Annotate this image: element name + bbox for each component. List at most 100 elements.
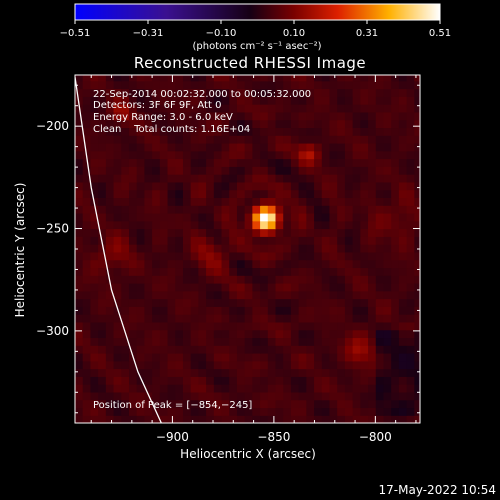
- heatmap-cell: [236, 181, 246, 191]
- heatmap-cell: [128, 391, 138, 401]
- heatmap-cell: [298, 345, 307, 354]
- heatmap-cell: [229, 96, 238, 105]
- heatmap-cell: [182, 282, 192, 292]
- heatmap-cell: [206, 212, 215, 222]
- heatmap-cell: [252, 174, 261, 183]
- heatmap-cell: [306, 329, 315, 339]
- heatmap-cell: [306, 290, 315, 300]
- heatmap-cell: [128, 119, 138, 129]
- heatmap-cell: [414, 75, 420, 82]
- heatmap-cell: [298, 407, 307, 416]
- heatmap-cell: [221, 368, 230, 377]
- heatmap-cell: [229, 189, 238, 199]
- heatmap-cell: [98, 181, 107, 191]
- heatmap-cell: [398, 228, 408, 237]
- colorbar-unit-label: (photons cm⁻² s⁻¹ asec⁻²): [192, 41, 321, 52]
- heatmap-cell: [229, 282, 238, 292]
- heatmap-cell: [414, 360, 420, 370]
- heatmap-cell: [298, 267, 307, 276]
- heatmap-cell: [128, 104, 138, 113]
- heatmap-cell: [321, 345, 331, 354]
- heatmap-cell: [113, 314, 122, 323]
- heatmap-cell: [198, 275, 207, 284]
- heatmap-cell: [383, 391, 392, 401]
- heatmap-cell: [275, 104, 284, 113]
- heatmap-cell: [175, 337, 184, 346]
- heatmap-cell: [182, 75, 192, 82]
- heatmap-cell: [290, 119, 300, 129]
- heatmap-cell: [190, 251, 199, 261]
- heatmap-cell: [267, 298, 277, 307]
- heatmap-cell: [113, 384, 122, 393]
- heatmap-cell: [128, 306, 138, 315]
- heatmap-cell: [221, 259, 230, 269]
- heatmap-cell: [383, 376, 392, 385]
- heatmap-cell: [128, 111, 138, 121]
- heatmap-cell: [175, 282, 184, 292]
- heatmap-cell: [175, 181, 184, 191]
- heatmap-cell: [236, 345, 246, 354]
- heatmap-cell: [368, 391, 377, 401]
- heatmap-cell: [136, 228, 146, 237]
- heatmap-cell: [75, 275, 84, 284]
- heatmap-cell: [213, 119, 223, 129]
- heatmap-cell: [229, 251, 238, 261]
- heatmap-cell: [391, 80, 400, 90]
- heatmap-cell: [113, 127, 122, 136]
- heatmap-cell: [121, 337, 130, 346]
- heatmap-cell: [290, 205, 300, 214]
- heatmap-cell: [414, 119, 420, 129]
- heatmap-cell: [337, 275, 346, 284]
- heatmap-cell: [283, 205, 292, 214]
- heatmap-cell: [198, 415, 207, 423]
- heatmap-cell: [352, 80, 361, 90]
- heatmap-cell: [236, 407, 246, 416]
- heatmap-cell: [290, 80, 300, 90]
- heatmap-cell: [298, 244, 307, 253]
- heatmap-cell: [128, 158, 138, 167]
- heatmap-cell: [383, 267, 392, 276]
- heatmap-cell: [329, 251, 338, 261]
- heatmap-cell: [391, 104, 400, 113]
- heatmap-cell: [414, 298, 420, 307]
- heatmap-cell: [314, 244, 323, 253]
- heatmap-cell: [283, 345, 292, 354]
- heatmap-cell: [221, 197, 230, 206]
- heatmap-cell: [283, 189, 292, 199]
- heatmap-cell: [391, 127, 400, 136]
- heatmap-cell: [298, 321, 307, 331]
- heatmap-cell: [321, 236, 331, 245]
- heatmap-cell: [144, 337, 153, 346]
- heatmap-cell: [383, 80, 392, 90]
- heatmap-cell: [113, 321, 122, 331]
- heatmap-cell: [252, 119, 261, 129]
- heatmap-cell: [144, 298, 153, 307]
- heatmap-cell: [236, 75, 246, 82]
- heatmap-cell: [213, 376, 223, 385]
- heatmap-cell: [391, 415, 400, 423]
- heatmap-cell: [206, 104, 215, 113]
- heatmap-cell: [113, 275, 122, 284]
- heatmap-cell: [136, 376, 146, 385]
- heatmap-cell: [290, 275, 300, 284]
- heatmap-cell: [252, 329, 261, 339]
- heatmap-cell: [113, 236, 122, 245]
- heatmap-cell: [182, 251, 192, 261]
- heatmap-cell: [190, 290, 199, 300]
- heatmap-cell: [260, 150, 269, 160]
- heatmap-cell: [414, 96, 420, 105]
- heatmap-cell: [391, 384, 400, 393]
- heatmap-cell: [90, 251, 99, 261]
- heatmap-cell: [344, 407, 354, 416]
- heatmap-cell: [229, 88, 238, 97]
- heatmap-cell: [75, 337, 84, 346]
- heatmap-cell: [290, 259, 300, 269]
- heatmap-cell: [375, 251, 385, 261]
- heatmap-cell: [306, 127, 315, 136]
- heatmap-cell: [298, 415, 307, 423]
- heatmap-cell: [136, 197, 146, 206]
- heatmap-cell: [75, 391, 84, 401]
- heatmap-cell: [252, 197, 261, 206]
- heatmap-cell: [298, 127, 307, 136]
- heatmap-cell: [98, 376, 107, 385]
